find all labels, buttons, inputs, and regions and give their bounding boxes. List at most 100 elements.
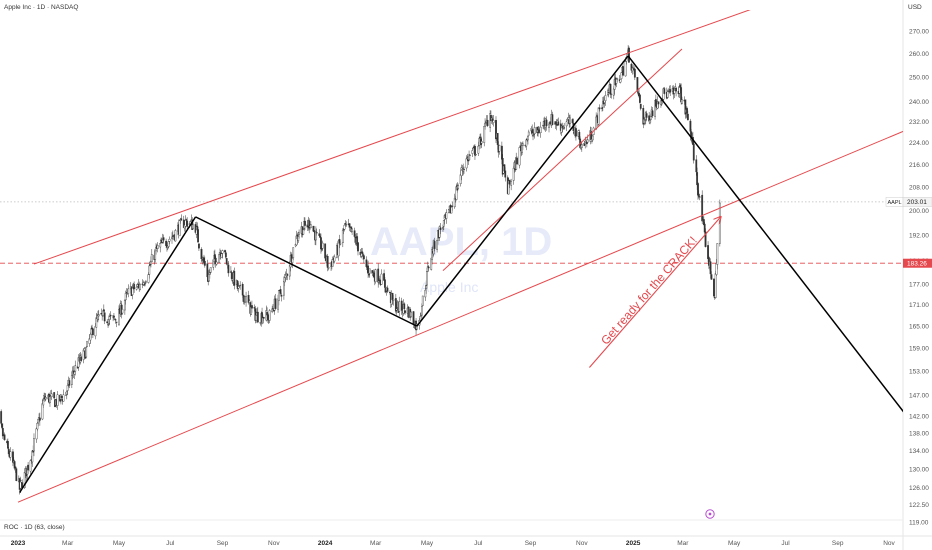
candle-body bbox=[192, 224, 194, 229]
candle-body bbox=[60, 395, 63, 398]
candle-body bbox=[642, 108, 645, 125]
candle-body bbox=[710, 274, 713, 280]
candle-body bbox=[715, 262, 718, 275]
price-tick-label: 134.00 bbox=[909, 448, 929, 455]
pattern-segment bbox=[627, 55, 903, 413]
time-tick-label: May bbox=[728, 540, 741, 547]
time-axis[interactable]: 2023 Mar May Jul Sep Nov 2024 Mar May Jul Sep Nov 20… bbox=[11, 540, 896, 547]
watermark-ticker: AAPL, 1D bbox=[370, 220, 552, 264]
candle-body bbox=[286, 273, 289, 276]
annotation[interactable]: Get ready for the CRACK! bbox=[588, 217, 720, 368]
candle-body bbox=[320, 237, 322, 250]
candle-body bbox=[657, 101, 660, 105]
candle-body bbox=[436, 240, 438, 250]
candle-body bbox=[673, 90, 676, 94]
candle-body bbox=[707, 245, 709, 260]
channel-line-inner bbox=[442, 48, 683, 272]
candle-body bbox=[604, 95, 607, 102]
candle-body bbox=[156, 245, 159, 249]
candle-body bbox=[95, 317, 98, 328]
candle-body bbox=[686, 108, 688, 114]
price-axis[interactable]: 270.00 260.00 250.00 240.00 232.00 224.00 216.… bbox=[909, 28, 929, 526]
candle-body bbox=[503, 164, 506, 172]
candle-body bbox=[115, 321, 118, 323]
candle-body bbox=[518, 147, 521, 166]
candle-body bbox=[651, 110, 654, 117]
candle-body bbox=[333, 256, 336, 262]
candle-body bbox=[496, 133, 499, 145]
candle-body bbox=[410, 311, 412, 317]
candle-body bbox=[113, 315, 115, 318]
candle-body bbox=[168, 238, 171, 242]
candle-body bbox=[44, 397, 47, 400]
candle-body bbox=[283, 277, 286, 283]
candle-body bbox=[586, 139, 589, 143]
candle-body bbox=[384, 279, 386, 288]
candle-body bbox=[433, 241, 436, 249]
candle-body bbox=[7, 441, 9, 449]
candle-body bbox=[159, 243, 162, 248]
candle-body bbox=[636, 77, 639, 92]
candle-body bbox=[298, 232, 300, 235]
candle-body bbox=[598, 107, 601, 110]
candle-body bbox=[404, 310, 407, 313]
candle-body bbox=[313, 230, 316, 232]
candle-body bbox=[696, 172, 699, 186]
candle-body bbox=[681, 99, 683, 104]
candle-body bbox=[220, 253, 223, 258]
candle-body bbox=[377, 268, 380, 283]
candle-body bbox=[9, 451, 12, 458]
time-tick-label: Mar bbox=[677, 540, 689, 547]
candle-body bbox=[127, 288, 130, 294]
candle-body bbox=[38, 417, 41, 421]
time-tick-label: Nov bbox=[268, 540, 280, 547]
candle-body bbox=[198, 243, 200, 249]
candle-body bbox=[15, 468, 18, 481]
price-tick-label: 147.00 bbox=[909, 393, 929, 400]
candle-body bbox=[208, 274, 210, 282]
candle-body bbox=[591, 135, 594, 141]
candle-body bbox=[692, 143, 695, 161]
candle-body bbox=[1, 423, 3, 428]
price-tick-label: 165.00 bbox=[909, 323, 929, 330]
candle-body bbox=[571, 119, 574, 124]
candle-body bbox=[315, 232, 318, 234]
candle-body bbox=[218, 254, 221, 263]
candle-body bbox=[368, 268, 371, 274]
price-tick-label: 138.00 bbox=[909, 431, 929, 438]
candle-body bbox=[165, 240, 168, 246]
candle-body bbox=[245, 295, 247, 303]
candle-body bbox=[56, 394, 59, 406]
candle-body bbox=[533, 127, 536, 135]
candle-body bbox=[321, 242, 324, 249]
price-tick-label: 119.00 bbox=[909, 519, 929, 526]
candle-body bbox=[351, 228, 353, 232]
price-tick-label: 200.00 bbox=[909, 208, 929, 215]
candle-body bbox=[362, 255, 365, 260]
channel-line-lower bbox=[17, 130, 903, 503]
candle-body bbox=[539, 126, 542, 134]
candle-body bbox=[716, 243, 719, 265]
candle-body bbox=[486, 120, 489, 126]
candle-body bbox=[206, 263, 209, 278]
candle-body bbox=[80, 356, 83, 361]
time-tick-label: Mar bbox=[62, 540, 74, 547]
alert-icon[interactable] bbox=[705, 509, 715, 519]
candle-body bbox=[450, 206, 453, 214]
price-tick-label: 250.00 bbox=[909, 74, 929, 81]
candle-body bbox=[283, 281, 285, 296]
time-tick-label: Jul bbox=[474, 540, 483, 547]
candle-body bbox=[97, 314, 100, 317]
candle-body bbox=[578, 132, 581, 140]
time-tick-label: 2025 bbox=[626, 540, 641, 547]
candle-body bbox=[451, 205, 454, 207]
candle-body bbox=[274, 298, 277, 309]
candle-body bbox=[424, 289, 427, 298]
candle-body bbox=[131, 288, 134, 295]
candle-body bbox=[144, 283, 146, 285]
candle-body bbox=[304, 220, 306, 226]
level-price-box bbox=[903, 258, 932, 268]
candle-body bbox=[113, 318, 116, 320]
candle-body bbox=[230, 272, 233, 279]
